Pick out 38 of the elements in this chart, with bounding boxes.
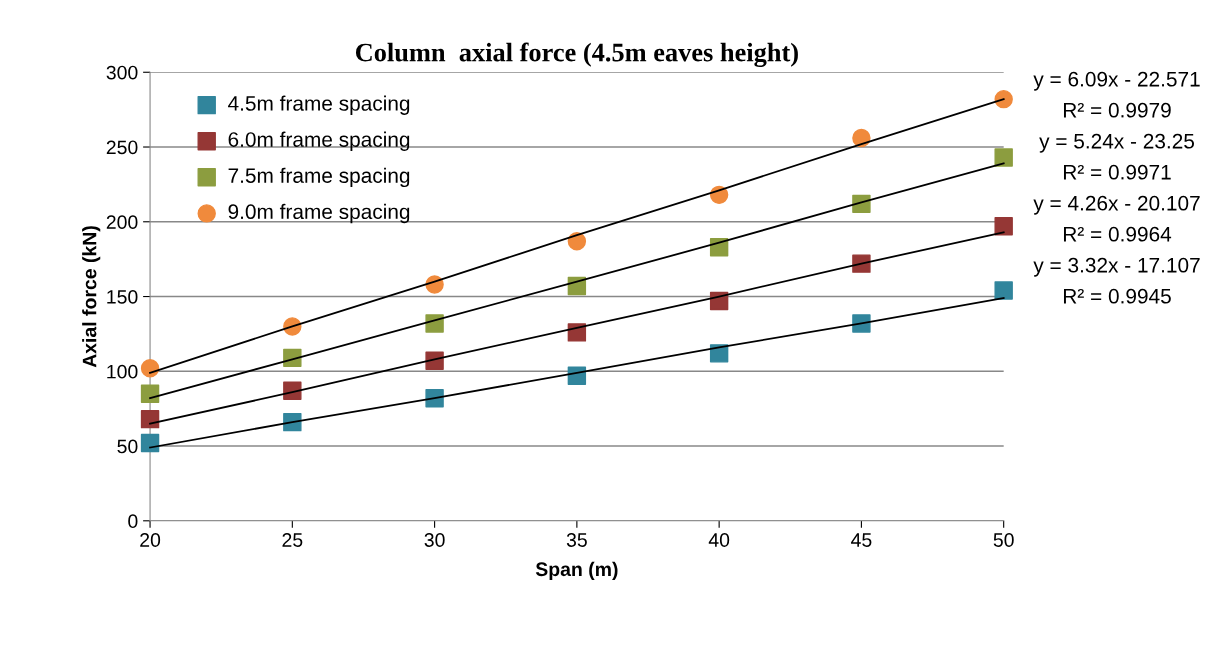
x-tick-label: 40 — [708, 533, 730, 547]
x-tick-label: 20 — [140, 533, 161, 547]
text: y = 6.09x - 22.571 — [1033, 71, 1200, 91]
x-tick-label: 35 — [566, 533, 587, 547]
point — [140, 433, 160, 453]
text: R² = 0.9945 — [1063, 288, 1171, 304]
y-tick-label: 250 — [106, 140, 138, 155]
x-tick-label: 25 — [282, 533, 303, 547]
text: y = 5.24x - 23.25 — [1039, 133, 1195, 153]
point — [140, 359, 160, 378]
legend-label: 4.5m frame spacing — [228, 95, 410, 115]
y-tick-label: 50 — [117, 439, 138, 454]
text: R² = 0.9964 — [1063, 226, 1172, 242]
y-tick-label: 300 — [106, 65, 138, 80]
x-axis-title: Span (m) — [535, 561, 618, 580]
point — [994, 89, 1013, 109]
x-tick-label: 50 — [993, 533, 1014, 547]
x-tick-label: 45 — [851, 533, 872, 547]
point — [994, 281, 1013, 300]
point — [994, 148, 1013, 167]
y-tick-label: 100 — [107, 364, 138, 379]
text: R² = 0.9971 — [1063, 164, 1171, 180]
legend-label: 6.0m frame spacing — [228, 131, 410, 151]
point — [567, 323, 587, 342]
text: y = 3.32x - 17.107 — [1033, 257, 1200, 277]
y-tick-label: 0 — [128, 514, 138, 529]
point — [994, 217, 1013, 236]
chart-title: Column axial force (4.5m eaves height) — [355, 42, 798, 67]
point — [140, 384, 160, 403]
text: R² = 0.9979 — [1063, 102, 1171, 118]
legend-label: 9.0m frame spacing — [228, 203, 410, 224]
y-tick-label: 150 — [107, 290, 138, 304]
y-tick-label: 200 — [106, 215, 138, 230]
legend-label: 7.5m frame spacing — [228, 167, 410, 188]
text: y = 4.26x - 20.107 — [1033, 195, 1200, 215]
y-axis-title: Axial force (kN) — [82, 226, 101, 368]
x-tick-label: 30 — [424, 533, 445, 547]
point — [140, 409, 160, 429]
